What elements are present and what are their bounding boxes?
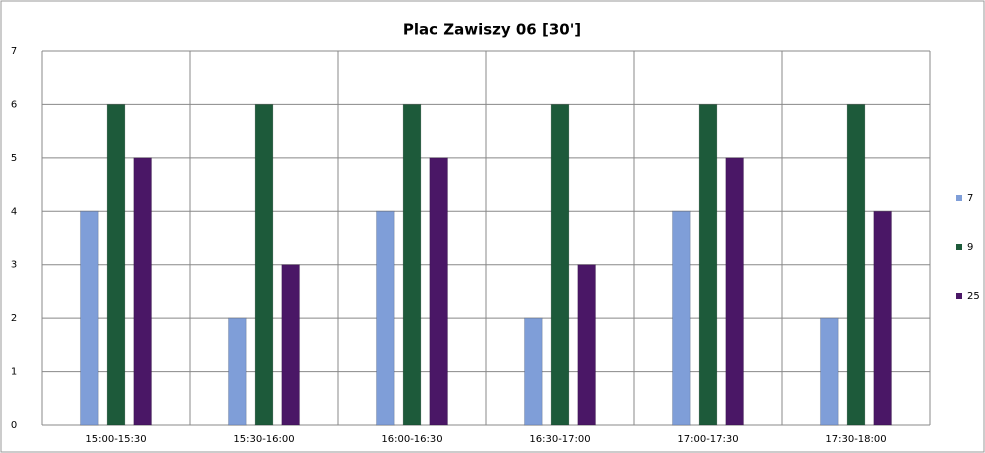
legend-swatch [956,293,962,299]
bar [254,103,274,426]
x-tick-label: 17:00-17:30 [677,434,738,445]
x-tick-label: 16:30-17:00 [529,434,590,445]
y-tick-label: 0 [11,420,17,431]
bar [698,103,718,426]
bar [819,317,839,426]
x-tick-label: 17:30-18:00 [825,434,886,445]
bar [429,157,449,426]
bar [227,317,247,426]
legend-label: 25 [967,291,980,302]
bar [79,210,99,426]
x-tick-label: 15:30-16:00 [233,434,294,445]
bar [873,210,893,426]
bar [523,317,543,426]
legend-swatch [956,195,962,201]
bar [133,157,153,426]
bar [846,103,866,426]
bar [375,210,395,426]
y-tick-label: 6 [11,99,17,110]
legend-swatch [956,244,962,250]
legend-label: 9 [967,242,973,253]
y-tick-label: 5 [11,153,17,164]
bar [671,210,691,426]
y-tick-label: 7 [11,46,17,57]
x-tick-label: 15:00-15:30 [85,434,146,445]
y-tick-label: 3 [11,260,17,271]
chart-title: Plac Zawiszy 06 [30'] [403,21,581,39]
bar [577,264,597,426]
y-tick-label: 2 [11,313,17,324]
bar [402,103,422,426]
bar [281,264,301,426]
bar [725,157,745,426]
bar [106,103,126,426]
legend-label: 7 [967,193,973,204]
x-tick-label: 16:00-16:30 [381,434,442,445]
y-tick-label: 1 [11,367,17,378]
bar [550,103,570,426]
y-tick-label: 4 [11,206,17,217]
